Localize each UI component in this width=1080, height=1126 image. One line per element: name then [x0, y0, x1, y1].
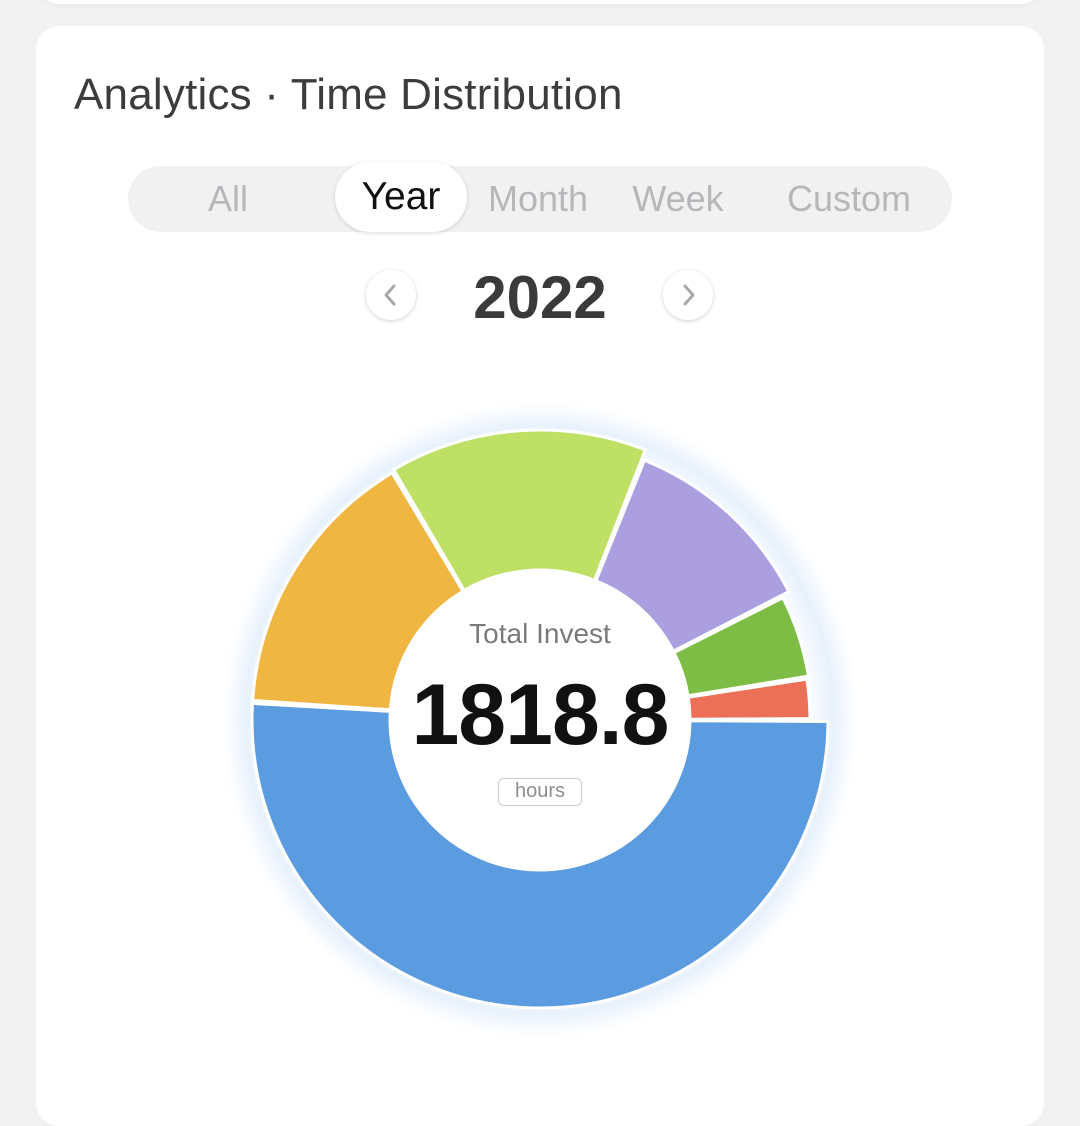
tab-all[interactable]: All	[207, 178, 248, 219]
donut-slice[interactable]	[672, 596, 810, 698]
donut-hole	[390, 570, 690, 870]
tab-week[interactable]: Week	[632, 178, 724, 219]
chevron-left-icon	[384, 284, 396, 306]
total-value: 1818.8	[411, 667, 669, 763]
previous-year-button[interactable]	[366, 270, 416, 320]
tab-custom[interactable]: Custom	[786, 178, 912, 219]
year-navigator: 2022	[36, 258, 1044, 338]
total-caption: Total Invest	[469, 618, 611, 649]
period-segmented-control: All Year Month Week Custom	[128, 162, 952, 232]
chevron-right-icon	[683, 284, 695, 306]
unit-badge: hours	[498, 778, 582, 806]
tab-month[interactable]: Month	[487, 178, 589, 219]
donut-chart	[220, 400, 860, 1040]
donut-chart-area: Total Invest 1818.8 hours	[36, 26, 1044, 1080]
previous-card-edge	[36, 0, 1044, 4]
year-label: 2022	[473, 264, 607, 331]
card-title: Analytics · Time Distribution	[74, 70, 623, 119]
tab-year[interactable]: Year	[335, 162, 467, 232]
time-distribution-card: Analytics · Time Distribution All Year M…	[36, 26, 1044, 1126]
next-year-button[interactable]	[663, 270, 713, 320]
